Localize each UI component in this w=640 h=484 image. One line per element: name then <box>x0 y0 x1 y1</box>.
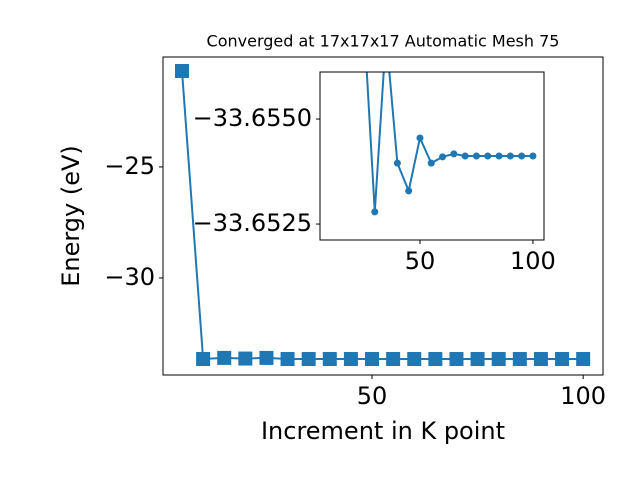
plot-frame <box>319 71 545 241</box>
data-marker <box>322 352 337 367</box>
chart-title: Converged at 17x17x17 Automatic Mesh 75 <box>207 32 560 51</box>
y-tick-label: −30 <box>104 263 155 291</box>
data-marker <box>360 11 367 18</box>
data-marker <box>343 352 358 367</box>
data-marker <box>427 159 435 167</box>
data-marker <box>495 152 503 160</box>
x-tick-label: 100 <box>510 247 556 275</box>
data-marker <box>428 352 443 367</box>
plot-area <box>175 63 591 367</box>
y-tick-label: −25 <box>104 152 155 180</box>
data-marker <box>386 352 401 367</box>
data-marker <box>238 351 253 366</box>
y-tick-label: −33.6525 <box>193 209 312 237</box>
data-marker <box>491 352 506 367</box>
data-marker <box>439 153 447 161</box>
data-marker <box>416 134 424 142</box>
data-line <box>365 72 533 212</box>
data-marker <box>405 187 413 195</box>
data-marker <box>555 352 570 367</box>
data-marker <box>512 352 527 367</box>
data-marker <box>371 208 379 216</box>
x-tick-label: 100 <box>560 382 606 410</box>
y-tick-label: −33.6550 <box>193 104 312 132</box>
plot-frame <box>162 56 604 376</box>
x-tick-label: 50 <box>405 247 436 275</box>
data-marker <box>175 63 190 78</box>
x-tick-label: 50 <box>357 382 388 410</box>
data-marker <box>217 350 232 365</box>
data-marker <box>259 350 274 365</box>
data-marker <box>449 352 464 367</box>
data-marker <box>365 352 380 367</box>
x-axis-label: Increment in K point <box>261 417 505 445</box>
data-marker <box>407 352 422 367</box>
data-marker <box>196 352 211 367</box>
data-marker <box>529 152 537 160</box>
data-marker <box>533 352 548 367</box>
data-marker <box>518 152 526 160</box>
data-marker <box>506 152 514 160</box>
data-marker <box>393 159 401 167</box>
data-marker <box>280 352 295 367</box>
data-marker <box>470 352 485 367</box>
y-axis-label: Energy (eV) <box>57 145 85 287</box>
plot-area <box>360 11 537 216</box>
data-marker <box>461 152 469 160</box>
data-marker <box>484 152 492 160</box>
data-marker <box>576 352 591 367</box>
data-marker <box>450 150 458 158</box>
data-marker <box>472 152 480 160</box>
data-marker <box>301 352 316 367</box>
